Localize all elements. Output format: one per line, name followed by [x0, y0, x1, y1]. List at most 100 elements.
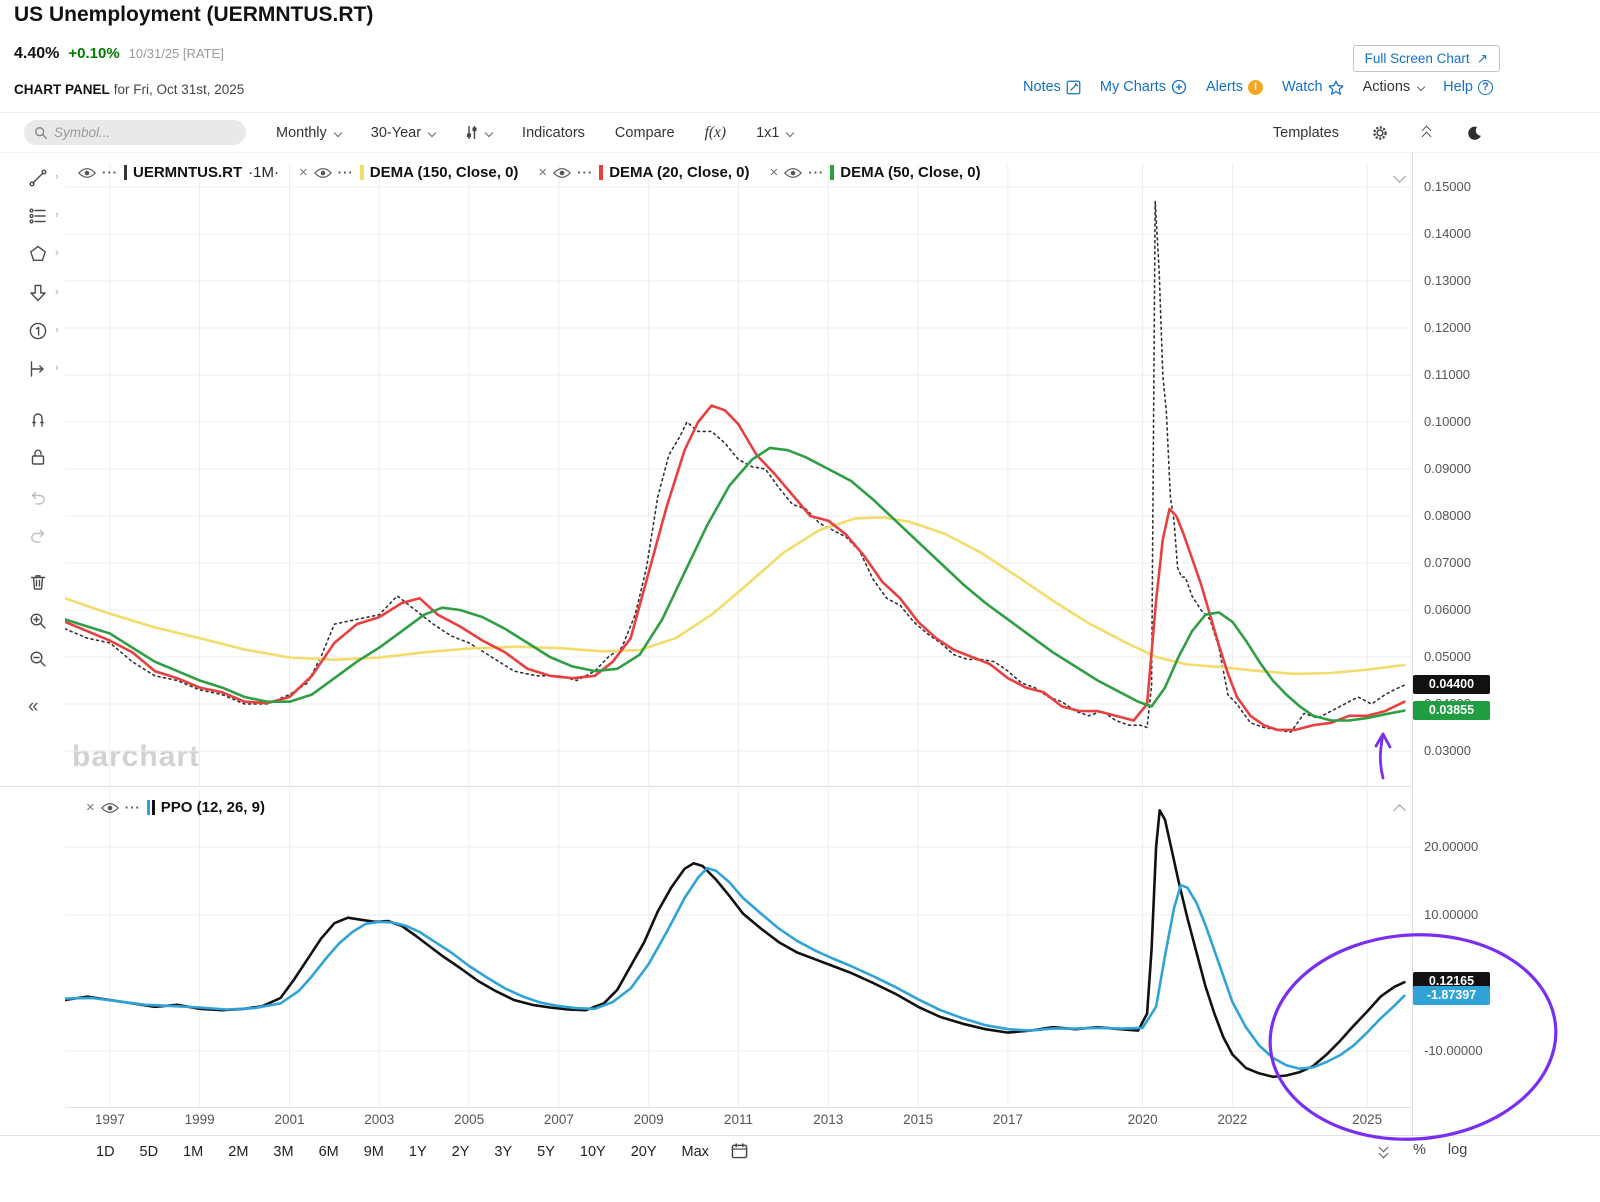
period-button-9m[interactable]: 9M	[356, 1140, 392, 1164]
x-axis-label: 2003	[364, 1112, 395, 1127]
double-chevron-down-icon[interactable]	[1378, 1142, 1391, 1158]
double-chevron-up-icon	[1421, 125, 1434, 142]
period-button-1y[interactable]: 1Y	[401, 1140, 435, 1164]
actions-dropdown[interactable]: Actions	[1363, 79, 1426, 95]
functions-button[interactable]: f(x)	[704, 123, 727, 141]
magnet-tool-icon[interactable]	[28, 409, 50, 431]
more-options-icon[interactable]: ···	[124, 800, 141, 815]
y-axis-label: 0.12000	[1424, 320, 1471, 335]
visibility-icon[interactable]	[553, 167, 572, 179]
expand-arrow-icon[interactable]: ›	[55, 247, 59, 259]
remove-indicator-icon[interactable]: ×	[538, 164, 548, 181]
ppo-legend: × ··· PPO (12, 26, 9)	[86, 799, 265, 816]
period-button-10y[interactable]: 10Y	[572, 1140, 614, 1164]
more-options-icon[interactable]: ···	[808, 165, 825, 180]
header-links: Notes My Charts Alerts ! Watch Actions H…	[1023, 79, 1493, 95]
indicators-button[interactable]: Indicators	[522, 124, 585, 141]
last-price: 4.40%	[14, 45, 60, 62]
chevron-down-icon	[786, 128, 795, 137]
unlock-tool-icon[interactable]	[28, 447, 50, 469]
main-price-chart[interactable]	[65, 152, 1412, 786]
full-screen-chart-button[interactable]: Full Screen Chart ↗	[1352, 45, 1500, 72]
period-buttons: 1D 5D 1M 2M 3M 6M 9M 1Y 2Y 3Y 5Y 10Y 20Y Max	[88, 1140, 717, 1164]
period-button-5d[interactable]: 5D	[132, 1140, 167, 1164]
trendline-tool-icon[interactable]: ›	[28, 168, 59, 190]
log-scale-button[interactable]: log	[1447, 1142, 1468, 1158]
indicator-color-chip	[830, 165, 835, 180]
delete-tool-icon[interactable]	[28, 572, 50, 594]
shapes-tool-icon[interactable]: ›	[28, 244, 59, 266]
remove-indicator-icon[interactable]: ×	[769, 164, 779, 181]
period-button-3y[interactable]: 3Y	[486, 1140, 520, 1164]
remove-indicator-icon[interactable]: ×	[299, 164, 308, 181]
layout-dropdown[interactable]: 1x1	[756, 125, 795, 141]
period-button-1d[interactable]: 1D	[88, 1140, 123, 1164]
ppo-indicator-chart[interactable]	[65, 790, 1412, 1107]
period-button-1m[interactable]: 1M	[175, 1140, 211, 1164]
period-button-3m[interactable]: 3M	[265, 1140, 301, 1164]
chart-type-dropdown[interactable]	[465, 125, 494, 140]
more-options-icon[interactable]: ···	[337, 165, 354, 180]
series-uermntus-rt	[65, 200, 1406, 734]
expand-arrow-icon[interactable]: ›	[55, 324, 59, 336]
page-title: US Unemployment (UERMNTUS.RT)	[14, 3, 374, 26]
panel-divider[interactable]	[0, 786, 1412, 787]
help-link[interactable]: Help ?	[1443, 79, 1493, 95]
y-axis-label: 20.00000	[1424, 839, 1479, 854]
remove-indicator-icon[interactable]: ×	[86, 799, 95, 816]
y-axis-label: 0.07000	[1424, 555, 1471, 570]
expand-arrow-icon[interactable]: ›	[55, 171, 59, 183]
period-button-20y[interactable]: 20Y	[623, 1140, 665, 1164]
x-axis-label: 2015	[903, 1112, 934, 1127]
chevron-down-icon	[484, 128, 494, 137]
templates-button[interactable]: Templates	[1272, 124, 1339, 141]
frequency-dropdown[interactable]: Monthly	[276, 125, 343, 141]
undo-icon[interactable]	[28, 487, 50, 509]
watch-link[interactable]: Watch	[1282, 79, 1344, 95]
alerts-link[interactable]: Alerts !	[1206, 79, 1264, 95]
visibility-icon[interactable]	[784, 167, 803, 179]
more-options-icon[interactable]: ···	[577, 165, 594, 180]
range-dropdown[interactable]: 30-Year	[371, 125, 437, 141]
annotation-tool-icon[interactable]: ›	[28, 321, 59, 343]
expand-arrow-icon[interactable]: ›	[55, 286, 59, 298]
notes-link[interactable]: Notes	[1023, 79, 1081, 95]
symbol-search-input[interactable]	[54, 125, 222, 140]
measure-tool-icon[interactable]: ›	[28, 359, 59, 381]
expand-arrow-icon[interactable]: ›	[55, 362, 59, 374]
collapse-panel-button[interactable]	[1421, 125, 1434, 142]
star-icon	[1328, 80, 1344, 95]
redo-icon[interactable]	[28, 525, 50, 547]
period-button-5y[interactable]: 5Y	[529, 1140, 563, 1164]
collapse-toolbar-icon[interactable]: «	[28, 696, 39, 717]
visibility-icon[interactable]	[78, 167, 96, 179]
bottom-toolbar-border	[0, 1135, 1600, 1136]
period-button-2y[interactable]: 2Y	[444, 1140, 478, 1164]
visibility-icon[interactable]	[100, 802, 119, 814]
fibonacci-tool-icon[interactable]: ›	[28, 206, 59, 228]
expand-arrow-icon[interactable]: ›	[55, 209, 59, 221]
visibility-icon[interactable]	[313, 167, 332, 179]
compare-button[interactable]: Compare	[614, 124, 675, 141]
price-value-label: 0.04400	[1413, 675, 1490, 695]
zoom-out-icon[interactable]	[28, 649, 50, 671]
zoom-in-icon[interactable]	[28, 611, 50, 633]
my-charts-link[interactable]: My Charts	[1100, 79, 1187, 95]
period-button-6m[interactable]: 6M	[311, 1140, 347, 1164]
arrow-tool-icon[interactable]: ›	[28, 283, 59, 305]
dark-mode-toggle[interactable]	[1466, 125, 1482, 141]
search-icon	[35, 126, 48, 139]
y-axis-label: 0.15000	[1424, 179, 1471, 194]
axis-divider	[1412, 152, 1413, 1135]
settings-button[interactable]	[1371, 124, 1389, 142]
period-button-max[interactable]: Max	[674, 1140, 717, 1164]
more-options-icon[interactable]: ···	[102, 165, 118, 180]
indicator-label: DEMA (20, Close, 0)	[609, 164, 750, 181]
period-button-2m[interactable]: 2M	[220, 1140, 256, 1164]
custom-date-range-button[interactable]	[729, 1140, 750, 1164]
series-color-chip	[124, 165, 127, 180]
legend-item-dema50: × ··· DEMA (50, Close, 0)	[770, 164, 981, 181]
percent-scale-button[interactable]: %	[1413, 1142, 1426, 1158]
x-axis-label: 2011	[723, 1112, 754, 1127]
symbol-search[interactable]	[24, 120, 246, 145]
